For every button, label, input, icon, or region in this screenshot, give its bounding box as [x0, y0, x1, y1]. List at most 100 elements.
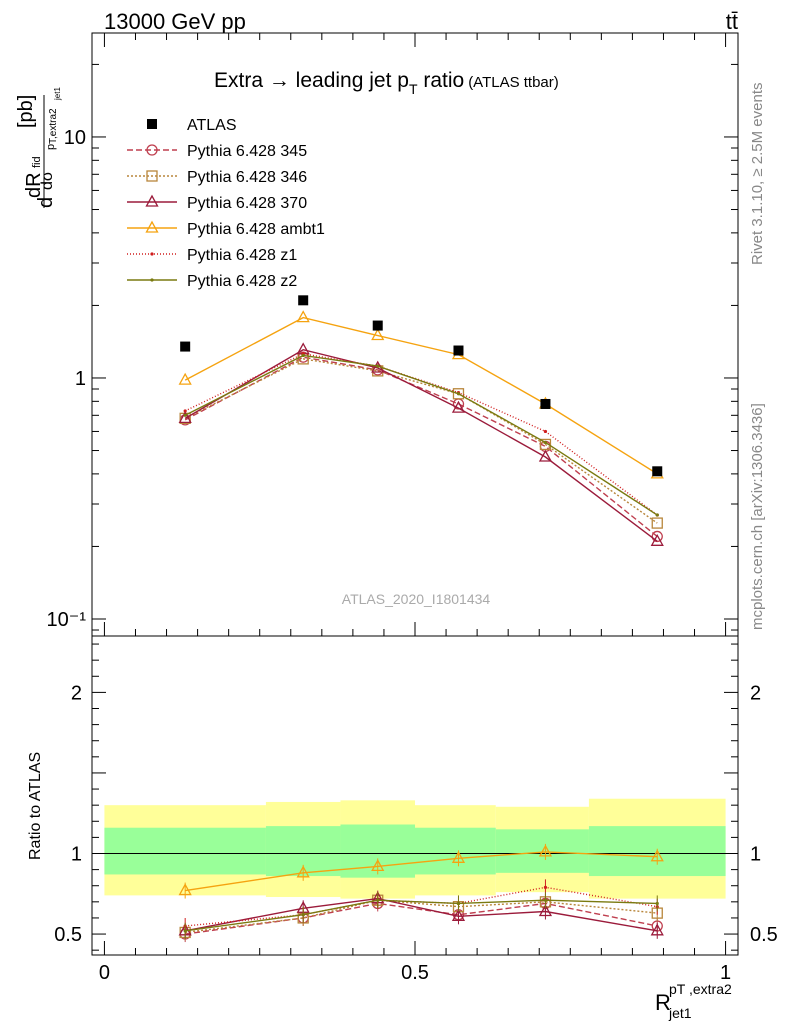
ratio-ytick-label-right: 2 — [750, 682, 761, 704]
svg-text:jet1: jet1 — [53, 87, 62, 101]
ratio-point — [451, 850, 466, 863]
xtick-label: 1 — [720, 962, 731, 984]
legend: ATLAS Pythia 6.428 345 Pythia 6.428 346 Pyt… — [127, 117, 325, 290]
ratio-ylabel: Ratio to ATLAS — [27, 752, 44, 860]
series-point — [371, 328, 385, 341]
legend-marker — [146, 144, 158, 156]
ratio-point — [301, 913, 305, 917]
xtick-label: 0.5 — [401, 962, 429, 984]
ratio-point — [538, 904, 553, 917]
svg-text:p: p — [45, 144, 57, 150]
series-point — [543, 440, 548, 445]
main-ytick-label: 10 — [64, 127, 86, 149]
ratio-line — [185, 902, 658, 935]
legend-marker — [146, 170, 158, 182]
svg-text:jet1: jet1 — [668, 1005, 692, 1021]
series-point — [651, 517, 663, 529]
ratio-ytick-label-right: 0.5 — [750, 924, 778, 946]
legend-label: Pythia 6.428 345 — [187, 143, 307, 160]
atlas-data-point — [180, 341, 191, 352]
ratio-point — [538, 844, 553, 857]
ratio-point — [543, 885, 548, 889]
legend-marker — [150, 252, 154, 256]
legend-label: Pythia 6.428 z2 — [187, 273, 297, 290]
main-ylabel: d dσ fid p T,extra2 jet1 [pb] dR — [15, 87, 62, 208]
series-point — [178, 410, 192, 423]
atlas-data-point — [652, 466, 663, 477]
series-point — [651, 530, 663, 543]
ratio-panel-series — [178, 843, 664, 943]
atlas-data-point — [372, 320, 383, 331]
band-1sigma — [104, 827, 266, 875]
series-point — [456, 392, 461, 396]
legend-marker — [145, 220, 159, 233]
ratio-ytick-label-left: 1 — [71, 844, 82, 866]
plot-title: Extra → leading jet pT ratio (ATLAS ttbar… — [214, 69, 559, 97]
ratio-point — [178, 883, 192, 896]
svg-text:dR: dR — [23, 172, 45, 198]
axes-frames: 10⁻¹ 1 10 0.5 0.5 1 1 2 2 0 0.5 1 — [47, 32, 778, 984]
ratio-ytick-label-left: 0.5 — [54, 924, 82, 946]
legend-label: Pythia 6.428 370 — [187, 195, 307, 212]
atlas-data-point — [540, 398, 551, 409]
ratio-line — [185, 851, 658, 892]
series-point — [539, 438, 552, 451]
ratio-point — [451, 908, 466, 921]
series-point — [543, 429, 548, 434]
atlas-data-point — [453, 345, 464, 356]
legend-marker — [145, 194, 159, 207]
ratio-point — [371, 859, 385, 872]
series-point — [301, 353, 305, 358]
series-point — [183, 413, 187, 417]
main-ytick-label: 10⁻¹ — [47, 609, 87, 631]
series-line — [184, 348, 658, 542]
series-point — [183, 409, 187, 413]
band-1sigma — [415, 827, 496, 875]
svg-text:[pb]: [pb] — [15, 95, 37, 128]
series-point — [296, 310, 310, 323]
energy-label: 13000 GeV pp — [104, 9, 246, 34]
series-point — [376, 364, 380, 368]
series-line — [184, 354, 658, 516]
legend-label: Pythia 6.428 346 — [187, 169, 307, 186]
ratio-point — [296, 865, 310, 878]
legend-marker — [147, 119, 157, 129]
atlas-data-point — [298, 295, 309, 306]
legend-label: Pythia 6.428 ambt1 — [187, 221, 325, 238]
main-panel-series — [178, 295, 664, 546]
ratio-point — [650, 849, 664, 862]
svg-text:T,extra2: T,extra2 — [48, 108, 59, 144]
ratio-point — [655, 901, 659, 906]
series-point — [655, 513, 659, 517]
legend-label: ATLAS — [187, 117, 237, 134]
mcplots-label: mcplots.cern.ch [arXiv:1306.3436] — [749, 403, 766, 630]
ratio-line — [185, 899, 658, 934]
svg-text:fid: fid — [31, 156, 43, 168]
series-point — [538, 449, 553, 462]
svg-text:R: R — [655, 990, 671, 1015]
xtick-label: 0 — [99, 962, 110, 984]
process-label: tt̄ — [726, 9, 738, 34]
legend-label: Pythia 6.428 z1 — [187, 247, 297, 264]
ratio-point — [543, 898, 548, 902]
series-point — [650, 533, 664, 546]
ratio-point — [456, 901, 461, 906]
watermark: ATLAS_2020_I1801434 — [342, 591, 491, 607]
ratio-line — [185, 899, 658, 932]
series-line — [184, 358, 658, 524]
series-line — [184, 316, 658, 475]
ratio-line — [185, 897, 658, 932]
ratio-ytick-label-right: 1 — [750, 844, 761, 866]
xlabel: R jet1 pT ,extra2 — [655, 981, 732, 1021]
series-point — [452, 388, 465, 400]
ratio-uncertainty-bands — [92, 798, 738, 899]
series-point — [178, 372, 192, 385]
ratio-point — [376, 898, 380, 902]
rivet-label: Rivet 3.1.10, ≥ 2.5M events — [749, 83, 766, 266]
svg-text:d: d — [35, 197, 57, 208]
svg-text:pT ,extra2: pT ,extra2 — [669, 981, 732, 997]
series-line — [184, 356, 658, 538]
legend-marker — [150, 278, 154, 282]
ratio-point — [183, 929, 187, 933]
